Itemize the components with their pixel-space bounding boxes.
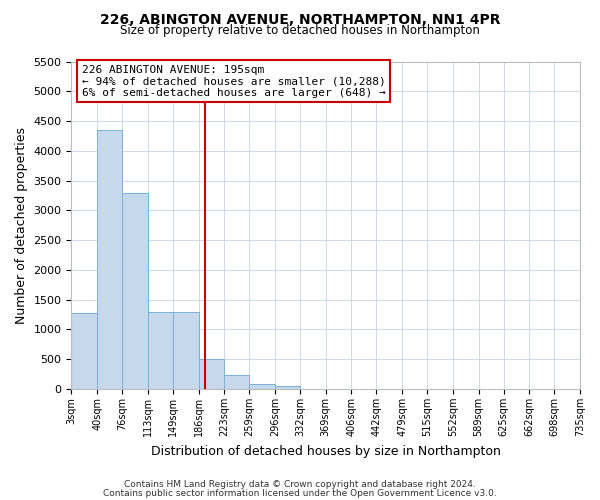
Bar — [224, 374, 249, 389]
Bar — [173, 312, 199, 389]
Bar — [249, 384, 275, 389]
Bar — [71, 314, 97, 389]
Text: 226 ABINGTON AVENUE: 195sqm
← 94% of detached houses are smaller (10,288)
6% of : 226 ABINGTON AVENUE: 195sqm ← 94% of det… — [82, 65, 385, 98]
Bar — [122, 192, 148, 389]
Bar — [148, 312, 173, 389]
Bar — [199, 360, 224, 389]
Bar — [275, 386, 300, 389]
X-axis label: Distribution of detached houses by size in Northampton: Distribution of detached houses by size … — [151, 444, 500, 458]
Text: 226, ABINGTON AVENUE, NORTHAMPTON, NN1 4PR: 226, ABINGTON AVENUE, NORTHAMPTON, NN1 4… — [100, 12, 500, 26]
Text: Contains HM Land Registry data © Crown copyright and database right 2024.: Contains HM Land Registry data © Crown c… — [124, 480, 476, 489]
Y-axis label: Number of detached properties: Number of detached properties — [15, 127, 28, 324]
Text: Contains public sector information licensed under the Open Government Licence v3: Contains public sector information licen… — [103, 488, 497, 498]
Text: Size of property relative to detached houses in Northampton: Size of property relative to detached ho… — [120, 24, 480, 37]
Bar — [97, 130, 122, 389]
